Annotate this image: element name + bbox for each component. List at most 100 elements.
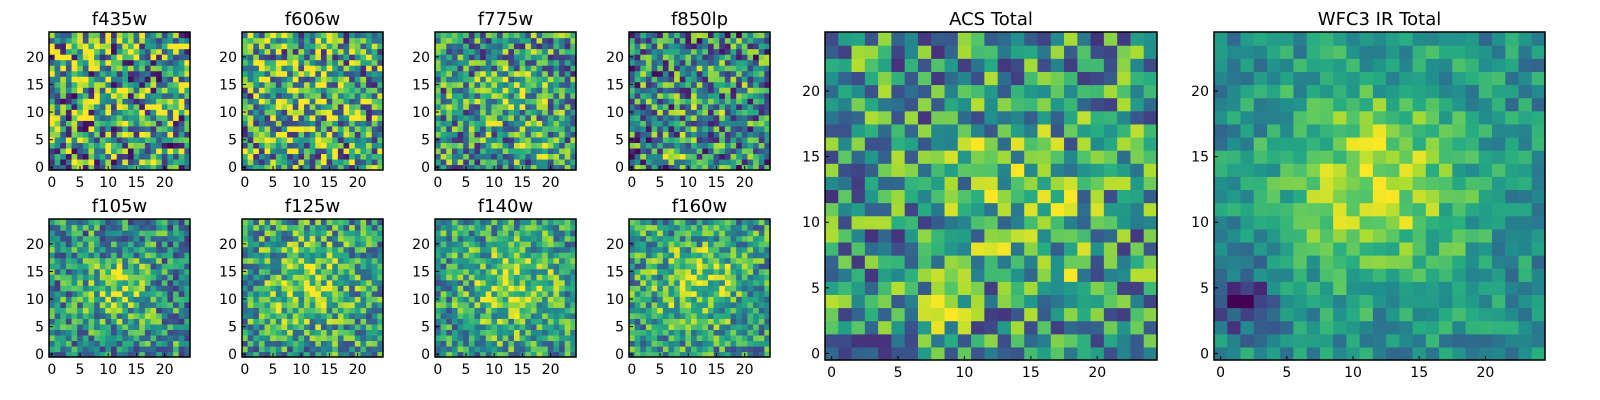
heatmap-cell bbox=[60, 98, 67, 105]
heatmap-cell bbox=[247, 219, 254, 226]
heatmap-cell bbox=[691, 92, 698, 99]
heatmap-cell bbox=[99, 257, 106, 264]
heatmap-cell bbox=[144, 32, 152, 39]
heatmap-cell bbox=[764, 164, 771, 171]
heatmap-cell bbox=[696, 70, 703, 77]
heatmap-cell bbox=[530, 246, 538, 253]
heatmap-cell bbox=[559, 235, 566, 242]
heatmap-cell bbox=[54, 158, 61, 166]
heatmap-cell bbox=[634, 307, 641, 314]
heatmap-cell bbox=[685, 263, 692, 270]
heatmap-cell bbox=[435, 59, 442, 66]
heatmap-cell bbox=[111, 76, 118, 83]
heatmap-cell bbox=[184, 125, 191, 132]
heatmap-cell bbox=[54, 340, 61, 347]
heatmap-cell bbox=[150, 48, 157, 55]
heatmap-cell bbox=[127, 92, 135, 99]
heatmap-cell bbox=[366, 340, 373, 347]
heatmap-cell bbox=[741, 307, 749, 314]
heatmap-cell bbox=[275, 323, 283, 330]
heatmap-cell bbox=[491, 235, 498, 242]
heatmap-cell bbox=[634, 334, 641, 342]
heatmap-cell bbox=[377, 279, 384, 286]
heatmap-cell bbox=[156, 142, 163, 149]
heatmap-cell bbox=[651, 125, 658, 132]
heatmap-cell bbox=[468, 285, 476, 292]
heatmap-cell bbox=[326, 241, 333, 248]
heatmap-cell bbox=[679, 274, 686, 281]
heatmap-cell bbox=[337, 43, 345, 50]
heatmap-cell bbox=[77, 340, 84, 347]
heatmap-cell bbox=[49, 290, 56, 297]
heatmap-cell bbox=[354, 224, 362, 231]
heatmap-cell bbox=[167, 312, 174, 319]
heatmap-cell bbox=[758, 48, 765, 55]
heatmap-cell bbox=[111, 131, 118, 138]
heatmap-cell bbox=[377, 37, 384, 44]
heatmap-cell bbox=[88, 98, 95, 105]
heatmap-cell bbox=[753, 274, 760, 281]
heatmap-cell bbox=[99, 142, 106, 149]
heatmap-cell bbox=[133, 114, 140, 121]
heatmap-cell bbox=[253, 48, 260, 55]
heatmap-cell bbox=[553, 230, 560, 237]
heatmap-cell bbox=[679, 98, 686, 105]
heatmap-cell bbox=[309, 252, 316, 259]
heatmap-cell bbox=[525, 301, 532, 308]
axes-frame bbox=[434, 31, 577, 171]
heatmap-cell bbox=[440, 274, 447, 281]
heatmap-cell bbox=[258, 32, 266, 39]
heatmap-cell bbox=[502, 263, 509, 270]
heatmap-cell bbox=[270, 307, 277, 314]
heatmap-cell bbox=[366, 120, 373, 127]
heatmap-cell bbox=[645, 92, 653, 99]
heatmap-cell bbox=[270, 59, 277, 66]
heatmap-cell bbox=[354, 32, 362, 39]
heatmap-cell bbox=[508, 296, 515, 303]
heatmap-cell bbox=[679, 87, 686, 94]
heatmap-cell bbox=[542, 70, 549, 77]
heatmap-cell bbox=[71, 54, 78, 61]
heatmap-cell bbox=[474, 241, 481, 248]
heatmap-cell bbox=[707, 279, 715, 286]
heatmap-cell bbox=[696, 290, 703, 297]
heatmap-cell bbox=[570, 312, 577, 319]
x-tick-label: 10 bbox=[485, 362, 503, 378]
heatmap-cell bbox=[49, 76, 56, 83]
heatmap-cell bbox=[161, 109, 169, 116]
heatmap-cell bbox=[468, 98, 476, 105]
heatmap-cell bbox=[281, 230, 288, 237]
heatmap-cell bbox=[747, 59, 754, 66]
heatmap-cell bbox=[144, 136, 152, 143]
heatmap-cell bbox=[651, 307, 658, 314]
heatmap-cell bbox=[668, 114, 675, 121]
heatmap-cell bbox=[156, 136, 163, 143]
heatmap-cell bbox=[371, 32, 378, 39]
heatmap-cell bbox=[54, 285, 61, 292]
heatmap-cell bbox=[451, 351, 459, 358]
heatmap-cell bbox=[446, 37, 453, 44]
heatmap-cell bbox=[451, 153, 459, 160]
heatmap-cell bbox=[485, 87, 492, 94]
heatmap-cell bbox=[525, 37, 532, 44]
heatmap-cell bbox=[691, 334, 698, 342]
heatmap-cell bbox=[161, 340, 169, 347]
heatmap-cell bbox=[485, 230, 492, 237]
heatmap-cell bbox=[82, 65, 90, 72]
heatmap-cell bbox=[474, 136, 481, 143]
heatmap-cell bbox=[451, 147, 459, 155]
heatmap-cell bbox=[719, 136, 726, 143]
heatmap-cell bbox=[320, 87, 328, 94]
heatmap-cell bbox=[304, 345, 311, 353]
heatmap-cell bbox=[435, 125, 442, 132]
heatmap-cell bbox=[719, 285, 726, 292]
heatmap-cell bbox=[371, 334, 378, 342]
heatmap-cell bbox=[530, 70, 538, 77]
heatmap-cell bbox=[547, 235, 555, 242]
heatmap-cell bbox=[377, 241, 384, 248]
heatmap-cell bbox=[764, 351, 771, 358]
heatmap-cell bbox=[253, 246, 260, 253]
heatmap-cell bbox=[451, 120, 459, 127]
heatmap-cell bbox=[685, 323, 692, 330]
